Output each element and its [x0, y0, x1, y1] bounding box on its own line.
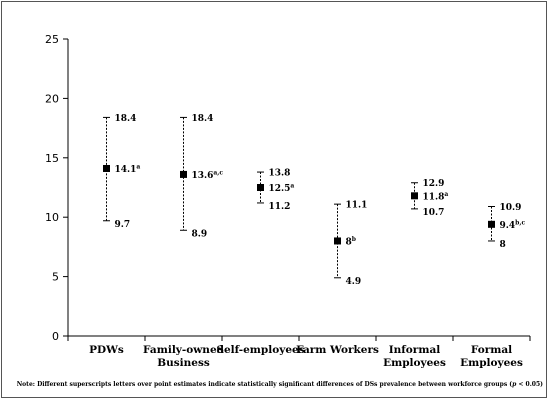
- category-label: PDWs: [89, 344, 124, 356]
- lower-bound-label: 4.9: [346, 277, 362, 287]
- estimate-label: 9.4b,c: [500, 219, 526, 231]
- lower-bound-label: 8.9: [192, 229, 208, 239]
- lower-bound-label: 9.7: [115, 220, 131, 230]
- point-marker: [334, 237, 341, 245]
- lower-bound-label: 11.2: [269, 202, 291, 212]
- y-tick-label: 15: [45, 152, 59, 165]
- y-tick-label: 25: [45, 33, 59, 46]
- estimate-label: 13.6a,c: [192, 169, 224, 181]
- estimate-label: 8b: [346, 236, 356, 248]
- point-marker: [180, 170, 187, 178]
- upper-bound-label: 11.1: [346, 201, 368, 211]
- upper-bound-label: 18.4: [115, 114, 137, 124]
- y-tick-label: 20: [45, 92, 59, 105]
- upper-bound-label: 13.8: [269, 169, 291, 179]
- point-marker: [257, 184, 264, 191]
- category-label: Self-employees: [216, 344, 304, 356]
- point-marker: [488, 220, 495, 228]
- category-label: Farm Workers: [296, 344, 379, 356]
- point-marker: [103, 164, 110, 172]
- upper-bound-label: 18.4: [192, 114, 214, 124]
- estimate-label: 11.8a: [423, 191, 449, 203]
- category-label: Formal Employees: [460, 344, 523, 369]
- estimate-label: 14.1a: [115, 163, 141, 175]
- chart-note: Note: Different superscripts letters ove…: [17, 381, 543, 388]
- upper-bound-label: 10.9: [500, 203, 522, 213]
- y-tick-label: 0: [52, 330, 59, 343]
- estimate-label: 12.5a: [269, 183, 295, 195]
- lower-bound-label: 10.7: [423, 208, 445, 218]
- category-label: Informal Employees: [383, 344, 446, 369]
- category-label: Family-owned Business: [143, 344, 225, 369]
- y-tick-label: 5: [52, 271, 59, 284]
- point-marker: [411, 192, 418, 200]
- y-tick-label: 10: [45, 211, 59, 224]
- upper-bound-label: 12.9: [423, 179, 445, 189]
- lower-bound-label: 8: [500, 240, 506, 250]
